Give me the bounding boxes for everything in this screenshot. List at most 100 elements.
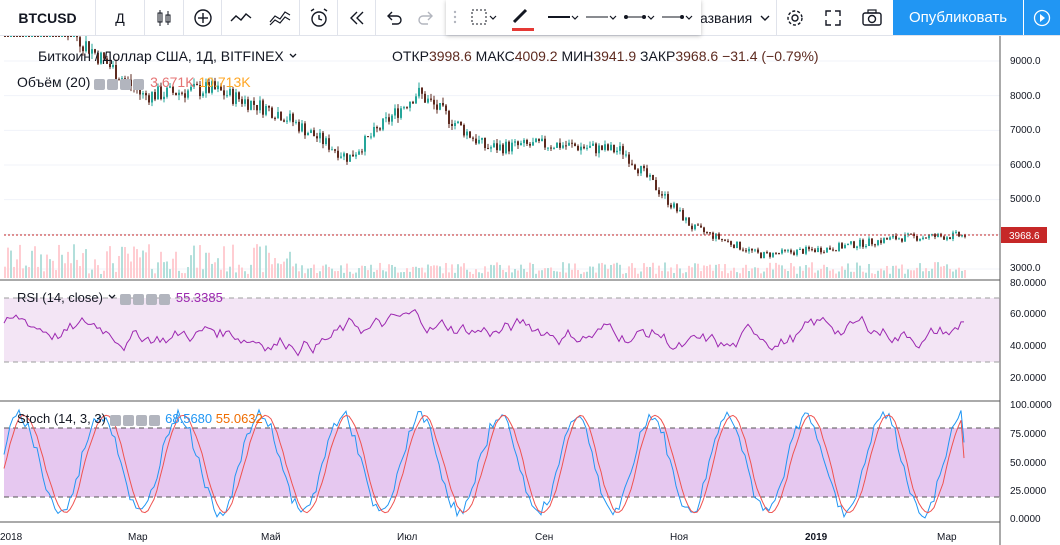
volume-bar xyxy=(913,270,915,278)
candle-body xyxy=(163,96,165,100)
volume-bar xyxy=(775,262,777,278)
chart-area[interactable]: 3968.6 xyxy=(0,36,1060,545)
volume-bar xyxy=(496,262,498,278)
volume-bar xyxy=(655,273,657,278)
fullscreen-button[interactable] xyxy=(814,0,852,35)
redo-button[interactable] xyxy=(411,0,441,35)
line-width-icon[interactable] xyxy=(586,15,617,20)
volume-bar xyxy=(340,265,342,278)
gear-icon[interactable] xyxy=(107,79,119,91)
alert-button[interactable] xyxy=(300,0,337,35)
candle-body xyxy=(676,203,678,212)
volume-bar xyxy=(73,244,75,278)
candle-body xyxy=(28,36,30,37)
candle-body xyxy=(421,87,423,94)
line-end-icon[interactable] xyxy=(624,15,655,20)
volume-bar xyxy=(43,271,45,278)
volume-bar xyxy=(451,264,453,278)
templates-label: азвания xyxy=(700,9,753,26)
candle-body xyxy=(175,92,177,96)
candle-body xyxy=(142,93,144,95)
candle-body xyxy=(625,154,627,156)
volume-bar xyxy=(64,263,66,278)
frame-icon[interactable] xyxy=(471,9,497,25)
compare-button[interactable] xyxy=(261,0,299,35)
interval-button[interactable]: Д xyxy=(96,0,144,35)
eye-icon[interactable] xyxy=(109,415,121,427)
undo-button[interactable] xyxy=(376,0,411,35)
candle-body xyxy=(391,115,393,122)
candle-body xyxy=(631,163,633,165)
plus-icon[interactable] xyxy=(146,294,158,306)
candle-body xyxy=(475,138,477,144)
close-icon[interactable] xyxy=(159,294,171,306)
volume-bar xyxy=(781,265,783,278)
series-legend[interactable]: Биткоин / Доллар США, 1Д, BITFINEX xyxy=(38,48,298,64)
candle-body xyxy=(652,174,654,180)
replay-button[interactable] xyxy=(338,0,375,35)
volume-bar xyxy=(394,266,396,278)
grid xyxy=(4,60,1000,270)
volume-bar xyxy=(811,262,813,278)
line-marker-icon[interactable] xyxy=(662,15,693,20)
candle-body xyxy=(118,79,120,81)
drag-handle-icon[interactable] xyxy=(453,10,457,24)
close-icon[interactable] xyxy=(133,79,145,91)
candle-body xyxy=(46,36,48,37)
plus-icon[interactable] xyxy=(120,79,132,91)
plus-icon[interactable] xyxy=(135,415,147,427)
chart-type-button[interactable] xyxy=(145,0,183,35)
volume-bar xyxy=(670,267,672,278)
candle-body xyxy=(289,113,291,121)
volume-bar xyxy=(691,267,693,278)
line-tool-button[interactable] xyxy=(222,0,260,35)
candle-body xyxy=(520,143,522,146)
volume-bar xyxy=(370,264,372,278)
volume-bar xyxy=(55,270,57,278)
candle-body xyxy=(460,121,462,125)
volume-legend[interactable]: Объём (20) 3.671K 10.713K xyxy=(17,74,251,91)
candle-body xyxy=(235,92,237,104)
eye-icon[interactable] xyxy=(94,79,106,91)
candle-body xyxy=(400,108,402,118)
candle-body xyxy=(880,240,882,243)
candle-body xyxy=(223,90,225,96)
volume-bar xyxy=(58,244,60,278)
settings-button[interactable] xyxy=(777,0,813,35)
publish-menu-button[interactable] xyxy=(1024,0,1060,35)
volume-bar xyxy=(268,252,270,278)
volume-bar xyxy=(37,266,39,278)
templates-dropdown[interactable]: азвания xyxy=(700,0,776,35)
candle-body xyxy=(274,117,276,119)
volume-bar xyxy=(94,259,96,278)
gear-icon[interactable] xyxy=(122,415,134,427)
time-tick: Июл xyxy=(397,532,418,543)
legend-buttons[interactable] xyxy=(94,75,146,91)
candle-body xyxy=(496,143,498,151)
series-title: Биткоин / Доллар США, 1Д, BITFINEX xyxy=(38,48,284,64)
rsi-legend[interactable]: RSI (14, close) 55.3385 xyxy=(17,290,223,306)
line-style-icon[interactable] xyxy=(548,15,579,20)
candle-body xyxy=(871,238,873,245)
candle-body xyxy=(367,136,369,138)
candle-body xyxy=(445,105,447,111)
candle-body xyxy=(172,86,174,93)
candle-body xyxy=(667,194,669,205)
pencil-icon[interactable] xyxy=(512,8,534,31)
candle-body xyxy=(670,204,672,208)
close-icon[interactable] xyxy=(148,415,160,427)
symbol-search[interactable]: BTCUSD xyxy=(0,0,95,35)
gear-icon[interactable] xyxy=(133,294,145,306)
candle-body xyxy=(712,232,714,239)
indicators-button[interactable] xyxy=(184,0,221,35)
volume-bar xyxy=(532,264,534,278)
candle-body xyxy=(490,147,492,149)
stoch-legend[interactable]: Stoch (14, 3, 3) 68.5680 55.0632 xyxy=(17,411,263,427)
volume-bar xyxy=(28,267,30,278)
publish-button[interactable]: Опубликовать xyxy=(893,0,1023,35)
candle-body xyxy=(448,110,450,124)
eye-icon[interactable] xyxy=(120,294,132,306)
volume-bar xyxy=(337,271,339,278)
volume-bar xyxy=(238,264,240,278)
snapshot-button[interactable] xyxy=(853,0,891,35)
